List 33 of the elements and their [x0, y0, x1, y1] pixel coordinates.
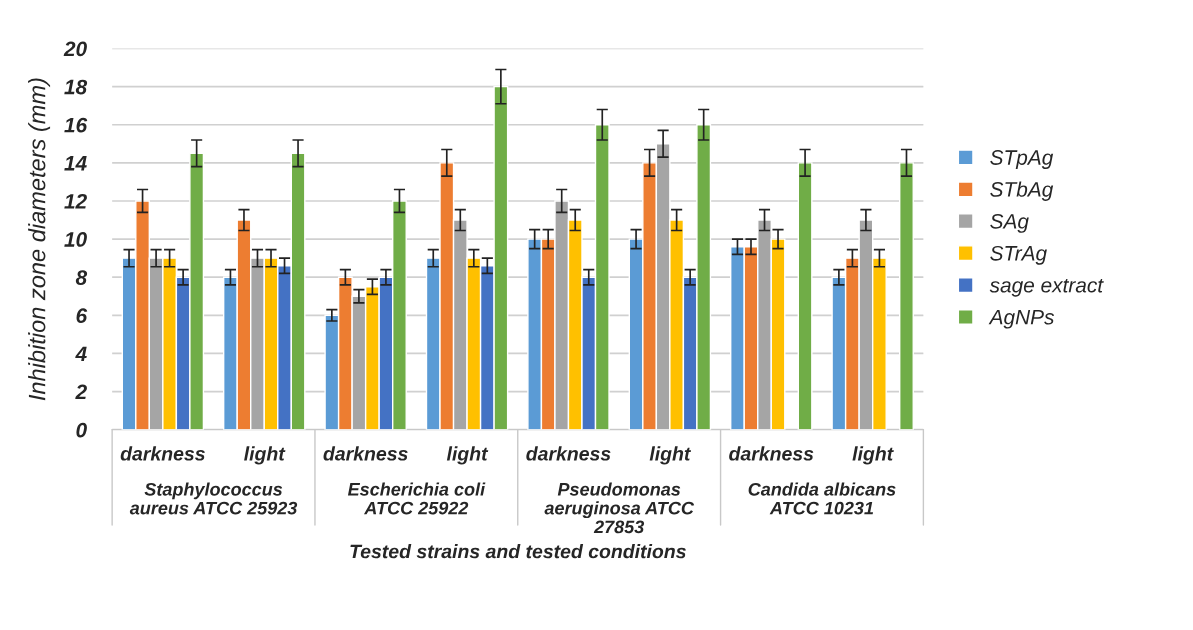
- y-tick-label: 4: [75, 346, 87, 361]
- y-tick-label: 8: [75, 270, 88, 285]
- legend-label: sage extract: [989, 278, 1104, 297]
- text: Pseudomonas aeruginosa ATCC 27853: [544, 482, 695, 534]
- text: Candida albicans ATCC 10231: [748, 482, 896, 515]
- legend-label: SAg: [990, 213, 1029, 233]
- y-tick-label: 16: [64, 117, 88, 133]
- y-tick-label: 0: [76, 422, 87, 438]
- x-tick-label: light: [852, 446, 894, 465]
- x-tick-label: light: [244, 446, 286, 465]
- text: Escherichia coli ATCC 25922: [347, 482, 486, 515]
- x-tick-label: darkness: [729, 446, 814, 461]
- y-tick-label: 18: [64, 79, 88, 95]
- x-tick-label: light: [649, 446, 692, 465]
- y-tick-label: 12: [64, 193, 87, 209]
- y-tick-label: 2: [75, 384, 87, 400]
- legend-label: STbAg: [990, 181, 1054, 201]
- y-tick-label: 20: [63, 41, 87, 57]
- legend-label: STpAg: [990, 150, 1054, 169]
- x-tick-label: darkness: [526, 446, 611, 461]
- y-tick-label: 14: [64, 156, 87, 171]
- text: Staphylococcus aureus ATCC 25923: [129, 482, 298, 515]
- x-tick-label: darkness: [120, 446, 205, 461]
- y-tick-label: 6: [76, 308, 88, 324]
- y-axis-title: Inhibition zone diameters (mm): [28, 78, 51, 401]
- x-tick-label: light: [446, 446, 489, 465]
- bar: [797, 162, 813, 430]
- y-tick-label: 10: [64, 232, 87, 247]
- legend-label: AgNPs: [988, 309, 1055, 329]
- bar: [899, 162, 914, 430]
- x-axis-title: Tested strains and tested conditions: [350, 544, 686, 559]
- legend-label: STrAg: [990, 245, 1047, 265]
- x-tick-label: darkness: [323, 446, 408, 461]
